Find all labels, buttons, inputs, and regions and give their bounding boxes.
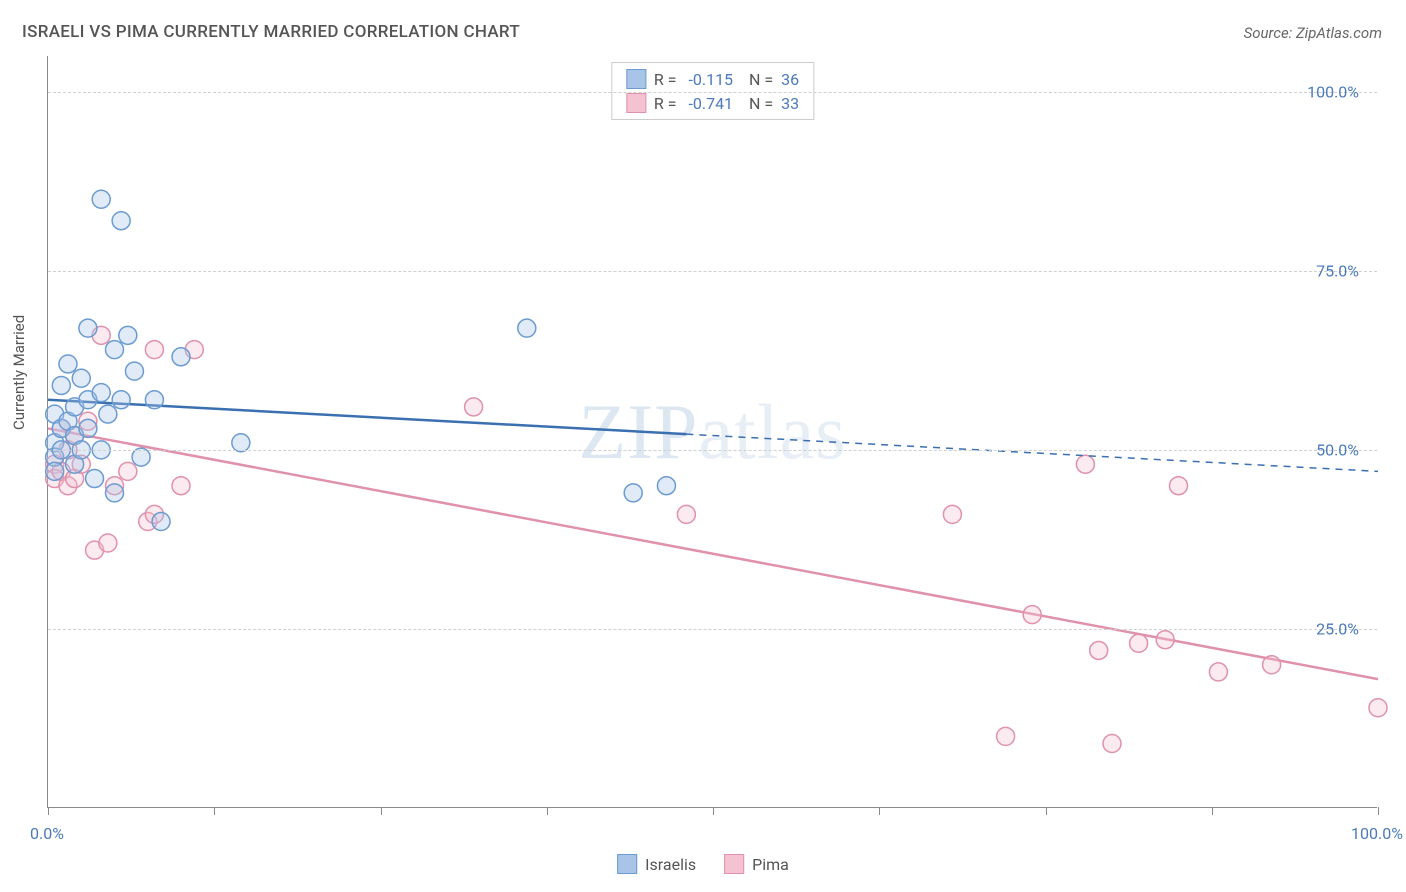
x-tick <box>547 807 548 815</box>
x-tick <box>381 807 382 815</box>
stats-r-israelis: -0.115 <box>688 70 733 89</box>
swatch-pima <box>626 93 646 113</box>
plot-area: ZIPatlas R = -0.115 N = 36 R = -0.741 N … <box>47 56 1377 808</box>
legend-label-israelis: Israelis <box>645 855 696 874</box>
chart-container: ISRAELI VS PIMA CURRENTLY MARRIED CORREL… <box>0 0 1406 892</box>
plot-svg <box>48 56 1377 807</box>
gridline-h <box>48 629 1377 630</box>
stats-n-label: N = <box>741 94 773 113</box>
y-axis-label: Currently Married <box>10 315 28 430</box>
source-credit: Source: ZipAtlas.com <box>1244 24 1382 42</box>
y-tick-label: 100.0% <box>1307 82 1359 101</box>
swatch-israelis <box>626 69 646 89</box>
legend-swatch-pima <box>724 854 744 874</box>
stats-row-pima: R = -0.741 N = 33 <box>626 91 799 115</box>
x-tick <box>879 807 880 815</box>
bottom-legend: Israelis Pima <box>617 854 789 874</box>
y-tick-label: 25.0% <box>1316 619 1359 638</box>
stats-row-israelis: R = -0.115 N = 36 <box>626 67 799 91</box>
gridline-h <box>48 92 1377 93</box>
x-tick <box>1046 807 1047 815</box>
x-tick <box>214 807 215 815</box>
y-tick-label: 75.0% <box>1316 261 1359 280</box>
x-tick-label: 100.0% <box>1351 824 1403 843</box>
gridline-h <box>48 450 1377 451</box>
x-tick <box>713 807 714 815</box>
y-tick-label: 50.0% <box>1316 440 1359 459</box>
stats-n-label: N = <box>741 70 773 89</box>
gridline-h <box>48 271 1377 272</box>
x-tick <box>1212 807 1213 815</box>
stats-r-pima: -0.741 <box>688 94 733 113</box>
stats-n-israelis: 36 <box>781 70 799 89</box>
legend-swatch-israelis <box>617 854 637 874</box>
legend-item-pima: Pima <box>724 854 789 874</box>
stats-n-pima: 33 <box>781 94 799 113</box>
x-tick-label: 0.0% <box>30 824 64 843</box>
legend-item-israelis: Israelis <box>617 854 696 874</box>
stats-r-label: R = <box>654 94 681 113</box>
x-tick <box>48 807 49 815</box>
chart-title: ISRAELI VS PIMA CURRENTLY MARRIED CORREL… <box>22 22 520 42</box>
stats-r-label: R = <box>654 70 681 89</box>
x-tick <box>1378 807 1379 815</box>
legend-label-pima: Pima <box>752 855 789 874</box>
